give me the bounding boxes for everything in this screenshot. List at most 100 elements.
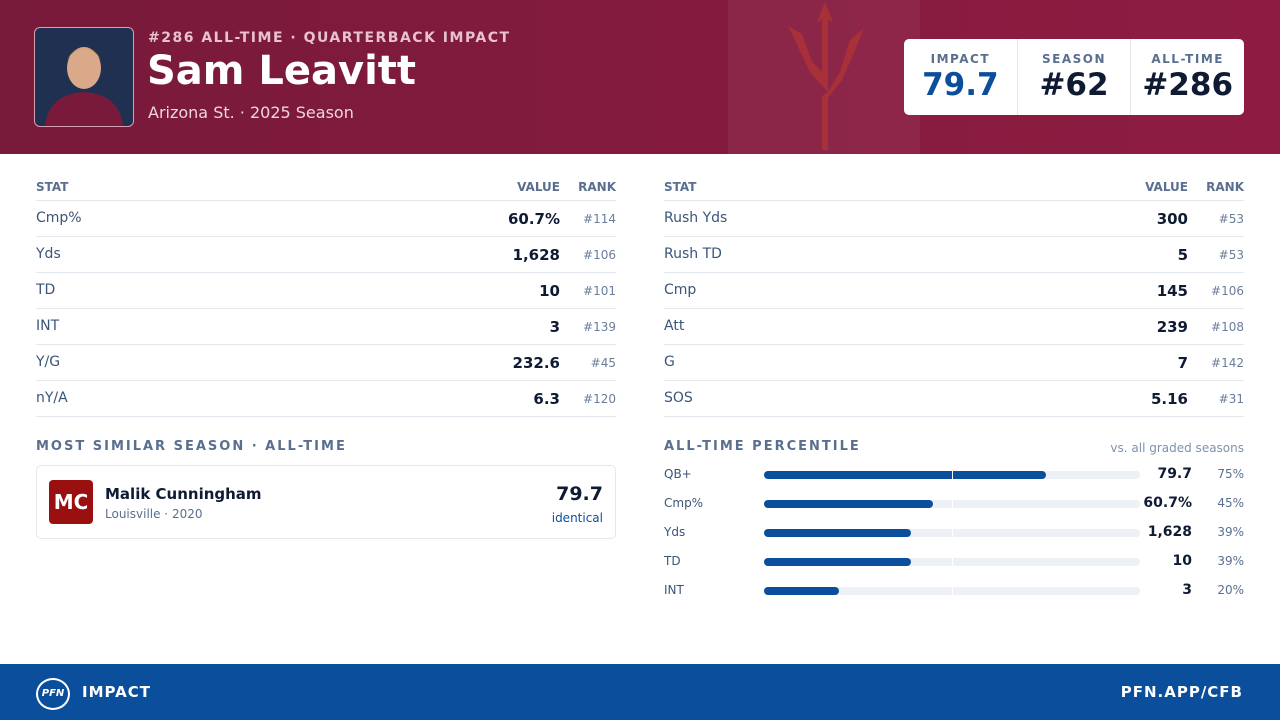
stat-name: G xyxy=(664,354,675,370)
table-rule xyxy=(664,200,1244,201)
percentile-pct: 45% xyxy=(1217,496,1244,510)
score-box: IMPACT 79.7 SEASON #62 ALL-TIME #286 xyxy=(904,39,1244,115)
row-rule xyxy=(664,308,1244,309)
stat-name: Yds xyxy=(36,246,61,262)
stat-rank: #142 xyxy=(1211,356,1244,370)
percentile-bar xyxy=(764,558,911,566)
stat-rank: #101 xyxy=(583,284,616,298)
stat-value: 6.3 xyxy=(533,390,560,408)
row-rule xyxy=(36,344,616,345)
stat-rank: #108 xyxy=(1211,320,1244,334)
table-header: VALUE xyxy=(517,180,560,194)
percentile-pct: 20% xyxy=(1217,583,1244,597)
stat-value: 300 xyxy=(1156,210,1188,228)
similar-initials: MC xyxy=(49,480,93,524)
kicker: #286 ALL-TIME · QUARTERBACK IMPACT xyxy=(148,30,511,46)
section-title: MOST SIMILAR SEASON · ALL-TIME xyxy=(36,439,347,454)
stat-name: Att xyxy=(664,318,685,334)
percentile-label: TD xyxy=(664,554,681,568)
row-rule xyxy=(664,272,1244,273)
percentile-bar xyxy=(764,587,840,595)
stat-rank: #53 xyxy=(1218,248,1244,262)
score-value: 79.7 xyxy=(922,67,999,103)
stat-value: 60.7% xyxy=(507,210,560,228)
percentile-bar xyxy=(764,471,1046,479)
player-subtitle: Arizona St. · 2025 Season xyxy=(148,103,354,122)
table-header: RANK xyxy=(578,180,616,194)
table-header: STAT xyxy=(36,180,69,194)
photo-silhouette xyxy=(45,47,123,126)
percentile-pct: 39% xyxy=(1217,525,1244,539)
player-name: Sam Leavitt xyxy=(147,48,417,94)
row-rule xyxy=(36,236,616,237)
similar-score: 79.7 xyxy=(556,483,603,505)
bar-midline xyxy=(952,528,953,538)
stat-value: 239 xyxy=(1156,318,1188,336)
stat-rank: #139 xyxy=(583,320,616,334)
stat-value: 3 xyxy=(549,318,560,336)
player-photo xyxy=(34,27,134,127)
percentile-bar xyxy=(764,529,911,537)
stat-value: 145 xyxy=(1156,282,1188,300)
percentile-value: 3 xyxy=(1182,582,1192,598)
header: #286 ALL-TIME · QUARTERBACK IMPACT Sam L… xyxy=(0,0,1280,154)
section-note: vs. all graded seasons xyxy=(1110,441,1244,455)
row-rule xyxy=(36,416,616,417)
percentile-pct: 39% xyxy=(1217,554,1244,568)
percentile-pct: 75% xyxy=(1217,467,1244,481)
footer: PFN IMPACT PFN.APP/CFB xyxy=(0,664,1280,720)
similar-card: MC Malik Cunningham Louisville · 2020 79.7 i… xyxy=(36,465,616,539)
footer-logo: PFN xyxy=(36,678,70,710)
bar-midline xyxy=(952,470,953,480)
table-header: VALUE xyxy=(1145,180,1188,194)
table-header: STAT xyxy=(664,180,697,194)
section-title: ALL-TIME PERCENTILE xyxy=(664,439,861,454)
similar-meta: Louisville · 2020 xyxy=(105,507,203,521)
stat-name: Cmp xyxy=(664,282,697,298)
trident xyxy=(788,2,864,150)
table-rule xyxy=(36,200,616,201)
score-cell: ALL-TIME #286 xyxy=(1130,39,1244,115)
stat-rank: #114 xyxy=(583,212,616,226)
stat-value: 232.6 xyxy=(512,354,560,372)
percentile-bar xyxy=(764,500,934,508)
percentile-label: QB+ xyxy=(664,467,692,481)
score-label: SEASON xyxy=(1042,52,1107,66)
stat-name: TD xyxy=(36,282,56,298)
stat-value: 10 xyxy=(539,282,560,300)
row-rule xyxy=(664,236,1244,237)
row-rule xyxy=(664,380,1244,381)
row-rule xyxy=(664,416,1244,417)
stat-name: Cmp% xyxy=(36,210,82,226)
stat-rank: #106 xyxy=(583,248,616,262)
stat-value: 5.16 xyxy=(1150,390,1188,408)
footer-url: PFN.APP/CFB xyxy=(1120,683,1243,701)
stat-rank: #31 xyxy=(1218,392,1244,406)
bar-midline xyxy=(952,557,953,567)
similar-name: Malik Cunningham xyxy=(105,485,262,503)
stat-name: Rush TD xyxy=(664,246,722,262)
percentile-label: Yds xyxy=(664,525,686,539)
score-cell: SEASON #62 xyxy=(1016,39,1131,115)
percentile-label: INT xyxy=(664,583,684,597)
row-rule xyxy=(36,272,616,273)
bar-midline xyxy=(952,586,953,596)
stat-rank: #120 xyxy=(583,392,616,406)
table-header: RANK xyxy=(1206,180,1244,194)
percentile-label: Cmp% xyxy=(664,496,704,510)
row-rule xyxy=(36,308,616,309)
stat-name: INT xyxy=(36,318,60,334)
score-label: ALL-TIME xyxy=(1151,52,1224,66)
percentile-value: 1,628 xyxy=(1147,524,1192,540)
percentile-value: 10 xyxy=(1172,553,1192,569)
bar-midline xyxy=(952,499,953,509)
stat-value: 7 xyxy=(1177,354,1188,372)
similar-note: identical xyxy=(551,511,603,525)
stat-rank: #45 xyxy=(590,356,616,370)
score-value: #286 xyxy=(1142,67,1234,103)
percentile-value: 60.7% xyxy=(1143,495,1192,511)
stat-name: Y/G xyxy=(36,354,61,370)
stat-rank: #106 xyxy=(1211,284,1244,298)
row-rule xyxy=(36,380,616,381)
score-cell: IMPACT 79.7 xyxy=(904,39,1017,115)
